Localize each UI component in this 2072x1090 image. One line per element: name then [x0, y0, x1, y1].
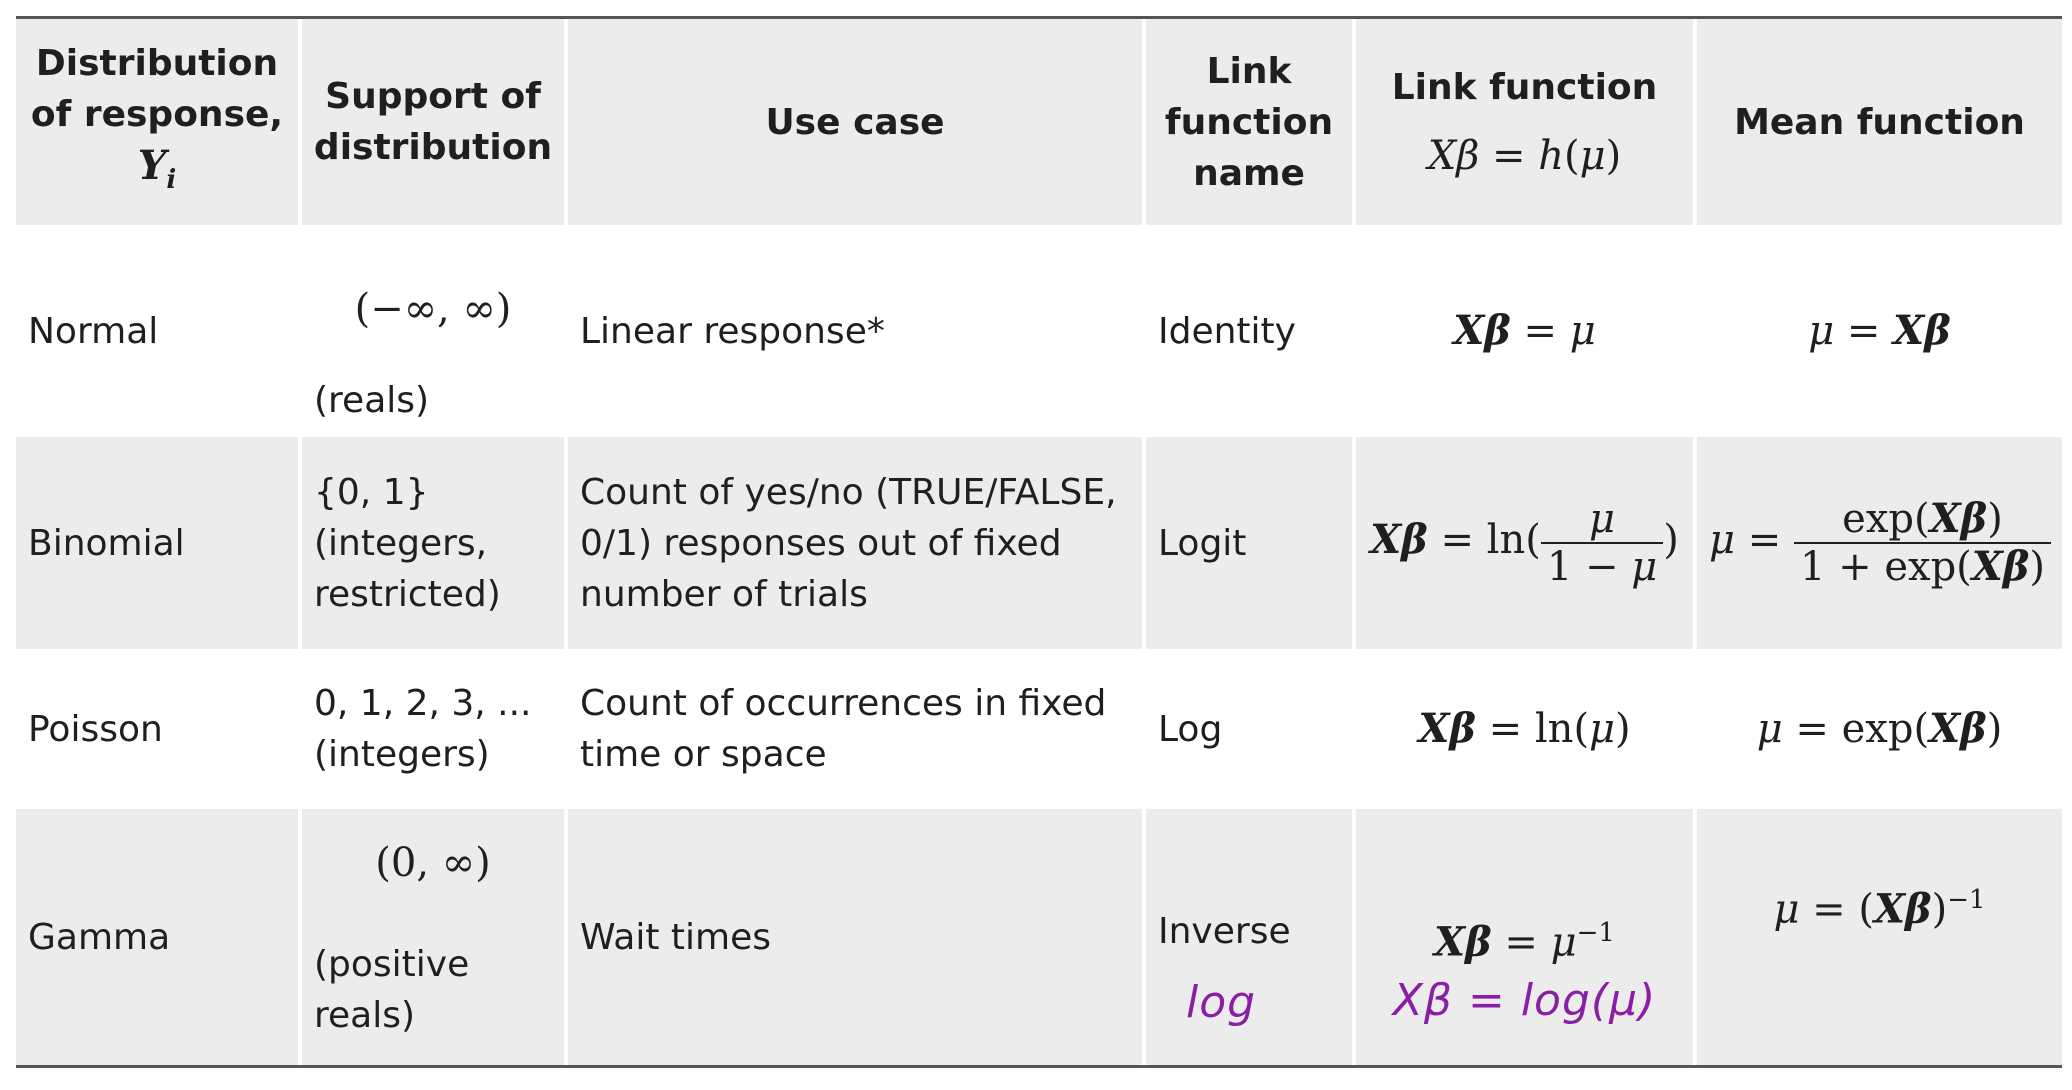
header-use-case: Use case	[568, 19, 1142, 225]
table-row-binomial: Binomial {0, 1} (integers, restricted) C…	[16, 437, 2062, 649]
cell-link-name: Identity	[1146, 225, 1352, 437]
table-row-gamma: Gamma (0, ∞) (positive reals) Wait times…	[16, 809, 2062, 1065]
support-text-normal: (reals)	[314, 380, 430, 421]
support-math-gamma: (0, ∞)	[375, 839, 491, 886]
header-link-function-formula: Xβ = h(μ)	[1427, 133, 1622, 179]
cell-distribution: Gamma	[16, 809, 298, 1065]
cell-support: (−∞, ∞) (reals)	[302, 225, 564, 437]
cell-distribution: Poisson	[16, 649, 298, 809]
cell-use-case: Linear response*	[568, 225, 1142, 437]
cell-distribution: Binomial	[16, 437, 298, 649]
cell-support: 0, 1, 2, 3, ... (integers)	[302, 649, 564, 809]
cell-link-function: Xβ = μ	[1356, 225, 1693, 437]
glm-table-container: Distribution of response, Yi Support of …	[16, 16, 2062, 1068]
header-distribution-symbol: Yi	[137, 142, 177, 195]
link-function-gamma: Xβ = μ−1	[1434, 918, 1615, 966]
header-distribution: Distribution of response, Yi	[16, 19, 298, 225]
cell-link-name: Logit	[1146, 437, 1352, 649]
header-mean-function: Mean function	[1697, 19, 2062, 225]
table-top-rule	[16, 16, 2062, 19]
cell-link-function: Xβ = ln(μ 1 − μ)	[1356, 437, 1693, 649]
table-row-normal: Normal (−∞, ∞) (reals) Linear response* …	[16, 225, 2062, 437]
cell-use-case: Count of occurrences in fixed time or sp…	[568, 649, 1142, 809]
header-link-name: Link function name	[1146, 19, 1352, 225]
cell-mean-function: μ = exp(Xβ) 1 + exp(Xβ)	[1697, 437, 2062, 649]
cell-mean-function: μ = (Xβ)−1	[1697, 809, 2062, 1065]
table-bottom-rule	[16, 1065, 2062, 1068]
support-math-normal: (−∞, ∞)	[354, 286, 512, 332]
cell-link-function: Xβ = μ−1 Xβ = log(μ)	[1356, 809, 1693, 1065]
cell-link-function: Xβ = ln(μ)	[1356, 649, 1693, 809]
cell-support: {0, 1} (integers, restricted)	[302, 437, 564, 649]
cell-use-case: Count of yes/no (TRUE/FALSE, 0/1) respon…	[568, 437, 1142, 649]
table-row-poisson: Poisson 0, 1, 2, 3, ... (integers) Count…	[16, 649, 2062, 809]
handwritten-link-name: log	[1186, 977, 1257, 1028]
link-name-gamma: Inverse	[1158, 911, 1291, 952]
cell-link-name: Inverse log	[1146, 809, 1352, 1065]
cell-mean-function: μ = exp(Xβ)	[1697, 649, 2062, 809]
header-support: Support of distribution	[302, 19, 564, 225]
header-row: Distribution of response, Yi Support of …	[16, 19, 2062, 225]
cell-mean-function: μ = Xβ	[1697, 225, 2062, 437]
header-link-function: Link function Xβ = h(μ)	[1356, 19, 1693, 225]
cell-support: (0, ∞) (positive reals)	[302, 809, 564, 1065]
glm-table: Distribution of response, Yi Support of …	[12, 19, 2066, 1065]
cell-use-case: Wait times	[568, 809, 1142, 1065]
cell-distribution: Normal	[16, 225, 298, 437]
support-text-gamma: (positive reals)	[314, 943, 470, 1036]
handwritten-link-function: Xβ = log(μ)	[1392, 974, 1657, 1026]
cell-link-name: Log	[1146, 649, 1352, 809]
